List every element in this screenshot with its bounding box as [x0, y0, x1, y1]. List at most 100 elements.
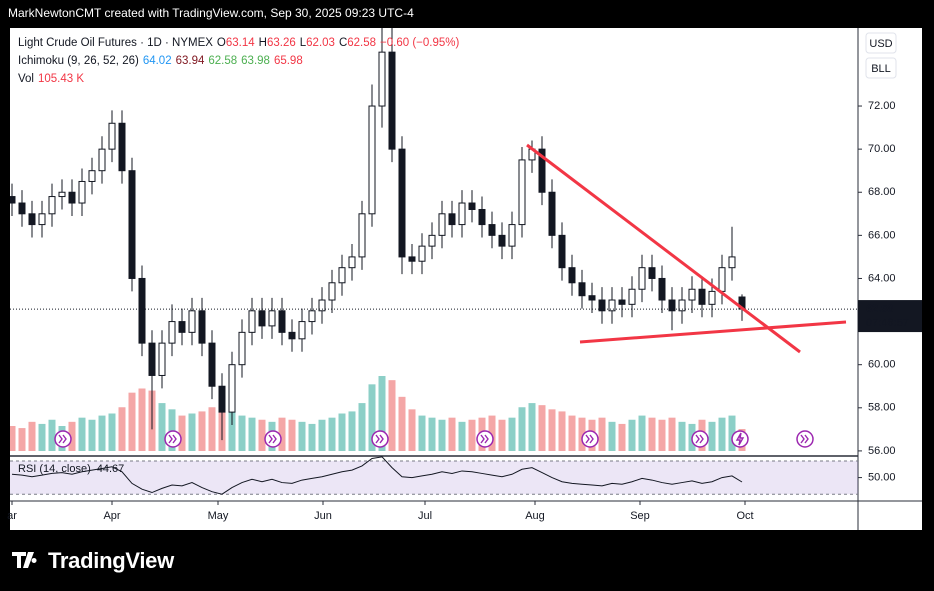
y-tick-label: 58.00 — [868, 402, 896, 414]
volume-bar — [118, 407, 126, 451]
candle-body — [18, 202, 26, 215]
candle-body — [588, 295, 596, 301]
candle-body — [198, 310, 206, 344]
indicator-value: 64.02 — [142, 55, 172, 67]
candle-body — [238, 331, 246, 366]
candle-body — [58, 191, 66, 198]
volume-bar — [528, 403, 536, 451]
volume-bar — [648, 417, 656, 451]
candle-body — [358, 213, 366, 258]
volume-bar — [138, 388, 146, 451]
volume-bar — [438, 419, 446, 451]
volume-bar — [448, 417, 456, 451]
rsi-name: RSI (14, close) — [18, 463, 91, 475]
volume-bar — [308, 423, 316, 451]
volume-bar — [158, 403, 166, 451]
indicator-value: 62.58 — [208, 55, 238, 67]
rsi-band — [10, 460, 858, 495]
legend-row: Light Crude Oil Futures · 1D · NYMEX O63.… — [18, 34, 463, 52]
rsi-layer — [10, 456, 858, 495]
indicator-value: 63.94 — [175, 55, 205, 67]
unit-label: BLL — [871, 63, 891, 75]
currency-button[interactable] — [865, 32, 897, 54]
event-icon — [264, 430, 282, 448]
x-tick-label: Apr — [103, 510, 120, 522]
volume-bar — [98, 415, 106, 451]
volume-bar — [488, 415, 496, 451]
candle-body — [98, 148, 106, 172]
ohlc-key: H — [258, 37, 267, 49]
volume-bar — [18, 428, 26, 451]
x-tick-label: Jul — [418, 510, 432, 522]
candle-body — [158, 342, 166, 376]
ohlc-key: C — [338, 37, 348, 49]
ohlc-value: 62.03 — [306, 37, 335, 49]
candle-body — [338, 267, 346, 284]
volume-bar — [498, 419, 506, 451]
legend: Light Crude Oil Futures · 1D · NYMEX O63.… — [18, 34, 463, 88]
x-tick-label: Sep — [630, 510, 650, 522]
candle-body — [38, 213, 46, 226]
candle-body — [208, 342, 216, 387]
volume-bar — [658, 419, 666, 451]
candle-body — [278, 310, 286, 333]
candle-body — [288, 331, 296, 340]
candle-body — [468, 202, 476, 210]
volume-bar — [388, 380, 396, 451]
candle-body — [118, 122, 126, 172]
volume-bar — [68, 421, 76, 451]
volume-bar — [708, 421, 716, 451]
rsi-tick-label: 50.00 — [868, 471, 896, 483]
candle-body — [458, 202, 466, 226]
volume-bar — [468, 419, 476, 451]
volume-bar — [728, 415, 736, 451]
volume-bar — [298, 421, 306, 451]
candle-body — [328, 282, 336, 301]
candle-body — [228, 364, 236, 413]
volume-bar — [28, 421, 36, 451]
candle-body — [128, 170, 136, 279]
volume-bar — [378, 376, 386, 451]
candle-body — [178, 321, 186, 333]
volume-bar — [38, 423, 46, 451]
candle-body — [348, 256, 356, 269]
volume-bar — [228, 409, 236, 451]
unit-button[interactable] — [865, 57, 897, 79]
volume-bar — [178, 415, 186, 451]
trendline — [579, 320, 847, 344]
candle-body — [108, 122, 116, 150]
y-tick-label: 56.00 — [868, 445, 896, 457]
volume-bar — [608, 421, 616, 451]
y-tick-label: 64.00 — [868, 272, 896, 284]
candle-body — [438, 213, 446, 236]
candle-body — [648, 267, 656, 279]
volume-bar — [418, 415, 426, 451]
candle-body — [48, 196, 56, 215]
candle-body — [668, 299, 676, 312]
candle-body — [188, 310, 196, 333]
candle-body — [78, 180, 86, 204]
y-tick-label: 68.00 — [868, 186, 896, 198]
ohlc-value: 63.26 — [266, 37, 296, 49]
candle-body — [248, 310, 256, 333]
volume-bar — [278, 417, 286, 451]
volume-bar — [348, 411, 356, 451]
candle-body — [218, 385, 226, 413]
volume-bar — [618, 423, 626, 451]
ohlc-key: O — [216, 37, 226, 49]
candle-body — [68, 191, 76, 204]
event-icon-glyph — [585, 434, 594, 444]
volume-bar — [398, 396, 406, 451]
event-icons — [54, 430, 814, 448]
candle-body — [318, 299, 326, 312]
candle-body — [398, 148, 406, 258]
candle-body — [678, 299, 686, 312]
candle-body — [628, 288, 636, 305]
candle-body — [508, 224, 516, 247]
candle-body — [718, 267, 726, 292]
candle-body — [168, 321, 176, 344]
candle-body — [388, 51, 396, 150]
candle-body — [558, 234, 566, 269]
event-icon-glyph — [695, 434, 704, 444]
